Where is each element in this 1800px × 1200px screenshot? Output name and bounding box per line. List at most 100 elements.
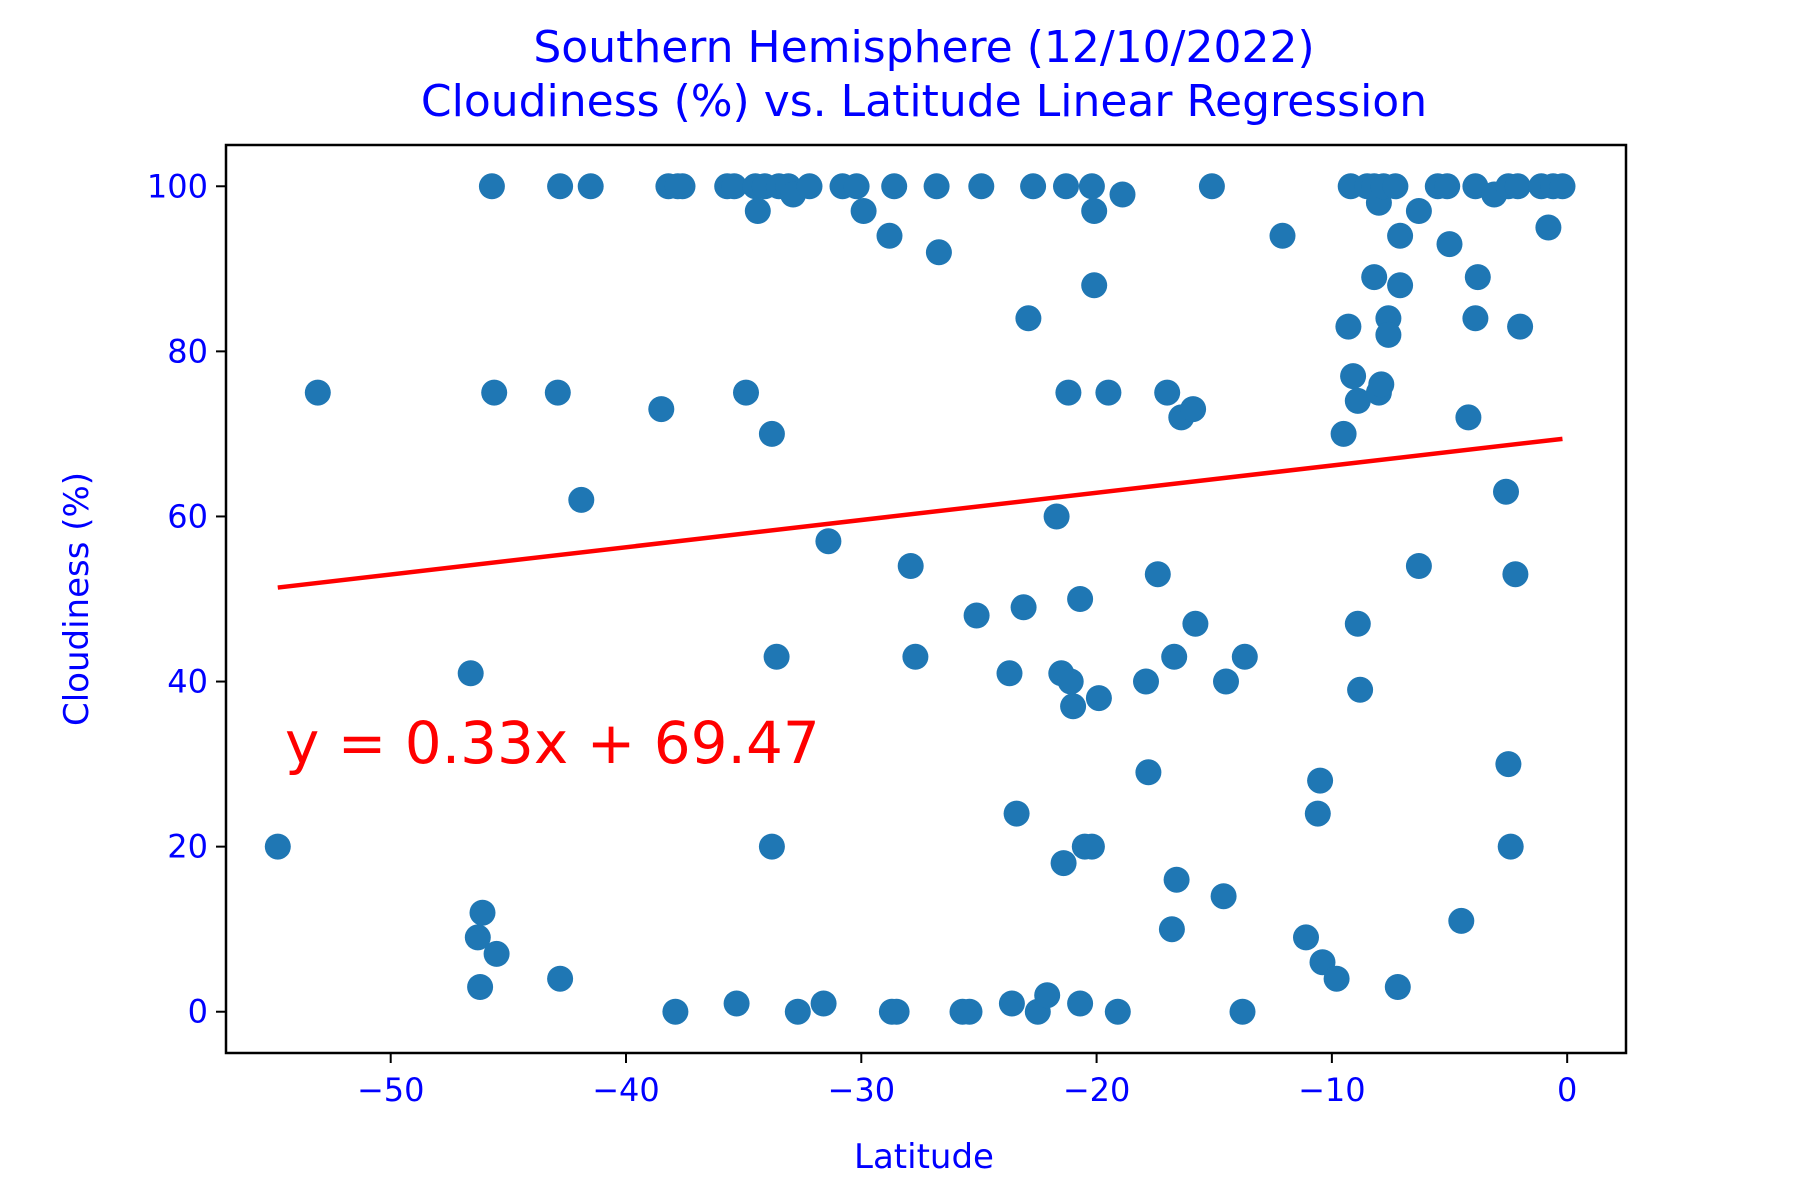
data-point (1198, 173, 1225, 200)
data-point (1081, 272, 1108, 299)
data-point (1535, 214, 1562, 241)
data-point (544, 379, 571, 406)
x-tick-label: −30 (828, 1071, 896, 1109)
data-point (483, 940, 510, 967)
data-point (815, 528, 842, 555)
data-point (464, 924, 491, 951)
data-point (883, 998, 910, 1025)
data-point (1330, 420, 1357, 447)
data-point (796, 173, 823, 200)
data-point (925, 239, 952, 266)
data-point (902, 643, 929, 670)
data-point (1050, 850, 1077, 877)
data-point (1304, 800, 1331, 827)
data-point (733, 379, 759, 406)
data-point (1231, 643, 1258, 670)
data-point (1335, 313, 1362, 340)
y-tick-label: 20 (167, 828, 208, 866)
data-point (723, 990, 750, 1017)
data-point (1405, 553, 1432, 579)
data-point (457, 660, 484, 687)
data-point (721, 173, 748, 200)
y-tick-label: 100 (147, 167, 208, 205)
data-points (264, 173, 1576, 1025)
x-tick-label: −20 (1063, 1071, 1131, 1109)
data-point (1340, 363, 1367, 390)
data-point (1405, 198, 1432, 224)
y-axis-label: Cloudiness (%) (57, 472, 97, 726)
data-point (996, 660, 1023, 687)
data-point (968, 173, 995, 200)
data-point (843, 173, 870, 200)
data-point (1462, 305, 1489, 332)
data-point (304, 379, 331, 406)
data-point (1144, 561, 1171, 588)
plot-area-frame (224, 143, 1628, 1055)
data-point (1375, 321, 1402, 348)
data-point (784, 998, 811, 1025)
data-point (1003, 800, 1030, 827)
data-point (1504, 173, 1531, 200)
chart-title-line-1: Southern Hemisphere (12/10/2022) (533, 22, 1314, 73)
data-point (1434, 173, 1461, 200)
data-point (1067, 990, 1094, 1017)
data-point (1382, 173, 1409, 200)
data-point (1323, 965, 1350, 992)
data-point (1135, 759, 1162, 786)
data-point (923, 173, 950, 200)
data-point (264, 833, 291, 860)
data-point (1109, 181, 1136, 208)
data-point (1436, 231, 1463, 258)
data-point (963, 602, 990, 629)
data-point (1229, 998, 1256, 1025)
x-tick-label: −50 (357, 1071, 425, 1109)
data-point (998, 990, 1025, 1017)
data-point (810, 990, 837, 1017)
data-point (478, 173, 505, 200)
data-point (1095, 379, 1122, 406)
x-tick-label: −10 (1298, 1071, 1366, 1109)
data-point (1078, 173, 1105, 200)
data-point (1213, 668, 1239, 695)
data-point (481, 379, 508, 406)
x-tick-label: 0 (1557, 1071, 1577, 1109)
data-point (1043, 503, 1070, 530)
data-point (577, 173, 604, 200)
data-point (1464, 264, 1491, 291)
data-point (1161, 643, 1188, 670)
y-tick-label: 80 (167, 332, 208, 370)
data-point (1182, 610, 1209, 637)
data-point (1384, 974, 1411, 1000)
data-point (881, 173, 908, 200)
chart-title-line-2: Cloudiness (%) vs. Latitude Linear Regre… (421, 76, 1427, 127)
data-point (763, 643, 790, 670)
regression-line-group (277, 436, 1563, 590)
data-point (1448, 907, 1475, 934)
data-point (1104, 998, 1131, 1025)
data-point (1163, 866, 1190, 893)
data-point (469, 899, 496, 926)
data-point (1067, 586, 1094, 612)
data-point (568, 486, 595, 513)
data-point (1507, 313, 1534, 340)
data-point (1055, 379, 1082, 406)
x-axis-ticks: −50 −40 −30 −20 −10 0 (357, 1053, 1577, 1109)
data-point (648, 396, 675, 423)
data-point (1344, 610, 1371, 637)
x-tick-label: −40 (592, 1071, 660, 1109)
data-point (547, 965, 574, 992)
data-point (662, 998, 689, 1025)
data-point (1154, 379, 1181, 406)
data-point (664, 173, 691, 200)
data-point (1015, 305, 1042, 332)
data-point (1020, 173, 1047, 200)
data-point (1387, 222, 1414, 249)
data-point (897, 553, 924, 579)
data-point (1010, 594, 1037, 621)
data-point (1081, 198, 1108, 224)
data-point (1057, 668, 1084, 695)
data-point (1293, 924, 1319, 951)
y-tick-label: 60 (167, 497, 208, 535)
x-axis-label: Latitude (854, 1137, 994, 1177)
